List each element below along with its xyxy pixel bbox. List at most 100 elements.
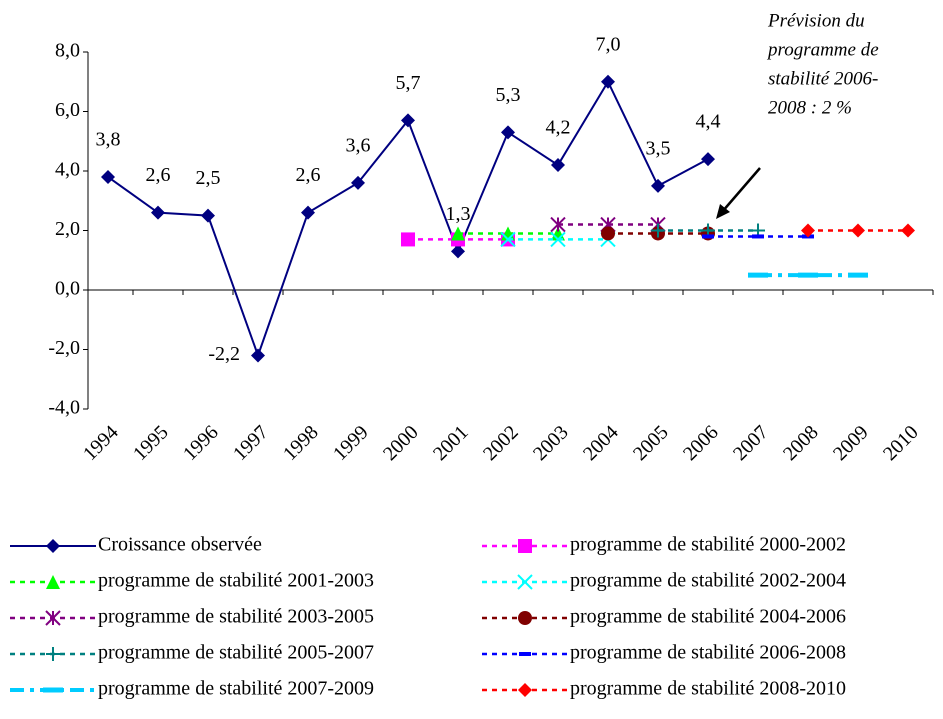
x-tick-label: 2006 [679,421,723,465]
x-tick-label: 1994 [79,421,123,465]
x-tick-label: 2002 [479,421,523,465]
marker [518,611,532,625]
data-label: 5,7 [396,72,421,94]
data-label: 3,6 [346,134,371,156]
marker [851,223,865,238]
marker [550,216,566,233]
legend-entry: programme de stabilité 2001-2003 [10,570,374,592]
legend-label: programme de stabilité 2004-2006 [570,606,846,628]
marker [651,178,665,193]
marker [748,272,768,278]
marker [801,223,815,238]
data-label: -2,2 [208,343,240,365]
marker [46,539,60,553]
marker [401,232,415,247]
marker [798,272,818,278]
legend-label: programme de stabilité 2008-2010 [570,678,846,700]
y-tick-label: 8,0 [55,40,80,62]
marker [351,175,365,190]
marker [451,244,465,259]
marker [301,205,315,220]
y-tick-label: -4,0 [48,397,80,419]
data-label: 2,6 [296,164,321,186]
annotation: Prévision du [767,10,865,31]
annotation-arrow [721,167,761,213]
marker [251,348,265,363]
marker [901,223,915,238]
x-tick-label: 2005 [629,421,673,465]
marker [45,610,61,626]
marker [43,687,63,693]
legend-entry: programme de stabilité 2006-2008 [482,642,846,664]
data-label: 4,4 [696,111,721,133]
marker [517,574,533,590]
marker [752,234,764,239]
legend-label: programme de stabilité 2007-2009 [98,678,374,700]
legend-entry: programme de stabilité 2005-2007 [10,642,374,664]
marker [651,223,665,238]
legend-entry: programme de stabilité 2008-2010 [482,678,846,700]
marker [151,205,165,220]
legend-label: programme de stabilité 2000-2002 [570,534,846,556]
marker [518,683,532,697]
legend-entry: programme de stabilité 2002-2004 [482,570,846,592]
x-tick-label: 1999 [329,421,373,465]
marker [601,226,615,241]
annotation: 2008 : 2 % [768,97,852,118]
legend-entry: programme de stabilité 2003-2005 [10,606,374,628]
legend-entry: programme de stabilité 2000-2002 [482,534,846,556]
legend-entry: programme de stabilité 2004-2006 [482,606,846,628]
marker [201,208,215,223]
x-tick-label: 2003 [529,421,573,465]
marker [501,125,515,140]
x-tick-label: 1997 [229,421,273,465]
x-tick-label: 2000 [379,421,423,465]
marker [401,113,415,128]
marker [601,74,615,89]
y-tick-label: 6,0 [55,99,80,121]
legend-label: programme de stabilité 2003-2005 [98,606,374,628]
data-label: 3,5 [646,137,671,159]
x-tick-label: 2001 [429,421,473,465]
marker [451,226,465,241]
data-label: 4,2 [546,117,571,139]
data-label: 1,3 [446,203,471,225]
marker [46,647,60,661]
legend-label: programme de stabilité 2001-2003 [98,570,374,592]
data-label: 2,5 [196,167,221,189]
x-tick-label: 2010 [879,421,923,465]
y-tick-label: -2,0 [48,337,80,359]
data-label: 7,0 [596,33,621,55]
legend-label: programme de stabilité 2006-2008 [570,642,846,664]
legend-entry: programme de stabilité 2007-2009 [10,678,374,700]
y-tick-label: 2,0 [55,218,80,240]
x-tick-label: 1998 [279,421,323,465]
marker [518,539,532,553]
marker [101,169,115,184]
marker [702,234,714,239]
marker [46,575,60,589]
legend-entry: Croissance observée [10,534,262,556]
marker [551,158,565,173]
annotation: programme de [766,39,879,60]
annotation-arrowhead [716,204,730,219]
x-tick-label: 1996 [179,421,223,465]
x-tick-label: 1995 [129,421,173,465]
marker [519,652,531,656]
x-tick-label: 2004 [579,421,623,465]
legend-label: programme de stabilité 2005-2007 [98,642,374,664]
x-tick-label: 2009 [829,421,873,465]
y-tick-label: 0,0 [55,278,80,300]
data-label: 2,6 [146,164,171,186]
marker [701,152,715,167]
y-tick-label: 4,0 [55,159,80,181]
legend-label: Croissance observée [98,534,262,556]
legend-label: programme de stabilité 2002-2004 [570,570,846,592]
marker [500,231,516,248]
annotation: stabilité 2006- [768,68,878,89]
marker [848,272,868,278]
x-tick-label: 2008 [779,421,823,465]
data-label: 5,3 [496,84,521,106]
data-label: 3,8 [96,129,121,151]
